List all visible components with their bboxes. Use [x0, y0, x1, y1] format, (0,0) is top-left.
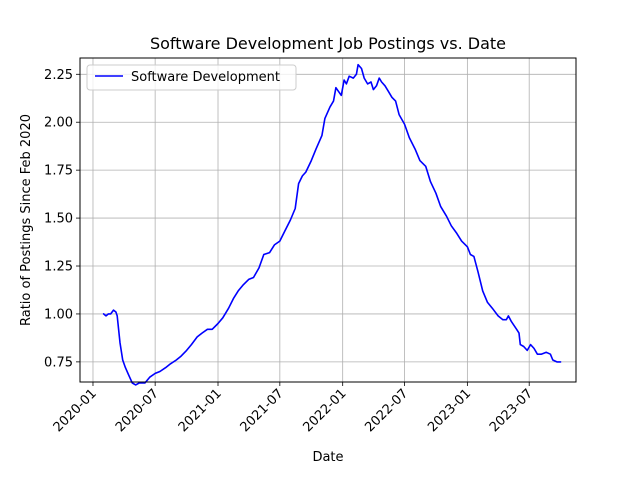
- y-tick-label: 1.75: [44, 164, 73, 179]
- grid-lines: [80, 58, 576, 382]
- y-tick-label: 0.75: [44, 355, 73, 370]
- series-layer: [102, 63, 562, 386]
- legend-label-software-development: Software Development: [131, 70, 280, 85]
- y-tick-label: 2.00: [44, 116, 73, 131]
- y-tick-label: 1.50: [44, 212, 73, 227]
- y-axis-label: Ratio of Postings Since Feb 2020: [19, 114, 34, 326]
- y-tick-label: 2.25: [44, 68, 73, 83]
- x-axis-label: Date: [312, 450, 343, 465]
- y-axis-ticks: 0.75 1.00 1.25 1.50 1.75 2.00 2.25: [44, 68, 80, 370]
- plot-area: [80, 58, 576, 382]
- series-line-software-development: [102, 63, 562, 386]
- legend-box: [86, 64, 297, 91]
- y-tick-label: 1.25: [44, 260, 73, 275]
- legend: Software Development: [86, 64, 297, 91]
- chart-title: Software Development Job Postings vs. Da…: [150, 34, 506, 53]
- y-tick-label: 1.00: [44, 307, 73, 322]
- plot-frame: [79, 57, 577, 383]
